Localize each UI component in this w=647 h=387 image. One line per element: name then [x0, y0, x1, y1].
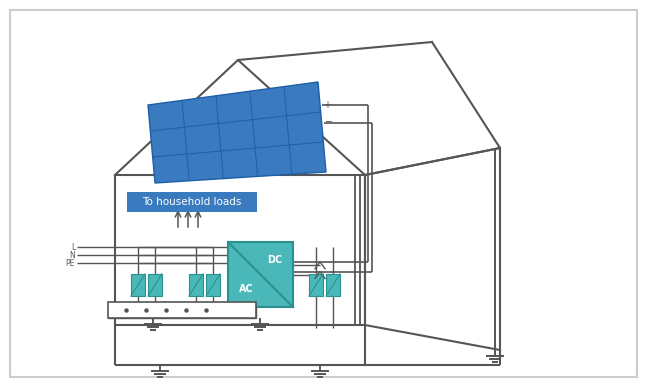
Text: DC: DC [267, 255, 283, 265]
Bar [131, 274, 145, 296]
Bar [309, 274, 323, 296]
Bar [206, 274, 220, 296]
Bar [127, 192, 257, 212]
Bar [228, 242, 293, 307]
Text: +: + [323, 99, 331, 110]
Text: −: − [325, 118, 333, 127]
Bar [108, 302, 256, 318]
Text: To household loads: To household loads [142, 197, 242, 207]
Text: N: N [69, 250, 75, 260]
Bar [148, 274, 162, 296]
Text: AC: AC [239, 284, 254, 294]
Bar [326, 274, 340, 296]
Polygon shape [148, 82, 326, 183]
Text: L: L [71, 243, 75, 252]
Bar [189, 274, 203, 296]
Text: PE: PE [65, 259, 75, 267]
Bar [115, 175, 365, 325]
